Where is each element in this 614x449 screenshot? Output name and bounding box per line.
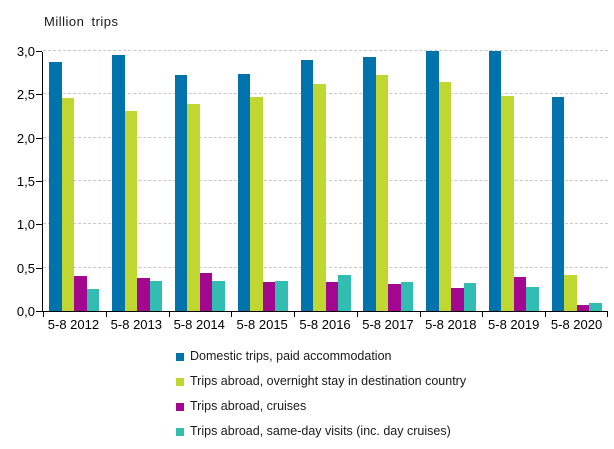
bar <box>338 275 351 311</box>
legend-item: Trips abroad, cruises <box>176 400 466 413</box>
x-axis-label: 5-8 2017 <box>362 317 414 332</box>
x-axis-tick <box>43 312 44 317</box>
bar-group <box>482 51 545 311</box>
bar <box>426 51 439 311</box>
bar <box>49 62 62 311</box>
bar <box>199 272 213 311</box>
bar <box>463 283 477 311</box>
legend-item: Trips abroad, overnight stay in destinat… <box>176 375 466 388</box>
y-axis-label: 1,0 <box>16 217 35 233</box>
bar <box>250 96 263 311</box>
bar <box>74 276 87 311</box>
legend-label: Trips abroad, overnight stay in destinat… <box>190 374 467 388</box>
bar <box>300 59 314 311</box>
bar-group <box>169 52 232 311</box>
x-axis-label: 5-8 2016 <box>299 317 351 332</box>
bar-group <box>420 51 483 311</box>
bar <box>325 282 339 311</box>
bar-group <box>545 52 608 311</box>
bar <box>589 303 602 311</box>
bar <box>86 289 100 311</box>
y-axis-label: 0,0 <box>16 304 35 319</box>
bar <box>61 97 75 311</box>
legend: Domestic trips, paid accommodation Trips … <box>176 350 466 438</box>
plot-area <box>42 50 608 317</box>
legend-label: Domestic trips, paid accommodation <box>190 349 392 363</box>
x-axis-labels: 5-8 2012 5-8 2013 5-8 2014 5-8 2015 5-8 2016… <box>42 317 608 332</box>
bar <box>564 274 577 311</box>
x-axis-tick <box>545 312 547 317</box>
bar <box>388 284 401 311</box>
bar <box>237 73 251 311</box>
x-axis-label: 5-8 2013 <box>110 317 162 332</box>
bar-group <box>357 52 420 311</box>
bar <box>363 57 376 311</box>
bar <box>501 96 514 311</box>
bar <box>576 304 590 311</box>
bar <box>137 278 150 311</box>
bar <box>451 287 464 311</box>
y-axis-label: 1,5 <box>16 174 35 189</box>
x-axis-tick <box>168 312 170 317</box>
bar <box>174 75 188 311</box>
y-axis-label: 0,5 <box>16 260 35 276</box>
bar-group <box>106 52 169 311</box>
bar <box>112 55 125 311</box>
bar <box>526 286 539 311</box>
y-axis-tick <box>36 137 42 139</box>
x-axis-tick <box>482 312 484 317</box>
legend-swatch-icon <box>176 402 184 411</box>
x-axis-label: 5-8 2012 <box>47 317 100 332</box>
legend-swatch-icon <box>176 352 184 361</box>
x-axis-tick <box>419 312 421 317</box>
bar-group <box>231 52 294 311</box>
y-axis-tick <box>36 94 42 96</box>
bar <box>187 103 200 311</box>
gridline <box>43 50 608 51</box>
bar <box>124 110 138 311</box>
bar <box>212 280 225 311</box>
bar <box>375 75 389 311</box>
y-axis-tick <box>36 51 42 52</box>
bar <box>438 82 452 311</box>
x-axis-label: 5-8 2015 <box>236 317 288 332</box>
x-axis-tick <box>105 312 107 317</box>
x-axis-tick <box>356 312 358 317</box>
y-axis-tick <box>36 267 42 269</box>
bar <box>313 83 326 311</box>
bar <box>513 277 527 311</box>
bar-group <box>43 52 106 311</box>
x-axis-label: 5-8 2018 <box>425 317 477 332</box>
bar <box>262 282 276 311</box>
legend-swatch-icon <box>176 427 184 436</box>
legend-label: Trips abroad, same-day visits (inc. day … <box>190 424 451 438</box>
bar-groups <box>43 51 608 311</box>
bar <box>275 280 288 311</box>
x-axis-tick <box>607 312 608 317</box>
bar <box>488 51 502 311</box>
bar <box>149 280 163 311</box>
x-axis-label: 5-8 2020 <box>550 317 603 332</box>
bar <box>551 96 565 311</box>
x-axis-label: 5-8 2019 <box>488 317 540 332</box>
x-axis-tick <box>231 312 233 317</box>
y-axis-tick <box>36 311 42 312</box>
bar <box>400 281 414 311</box>
y-axis-label: 3,0 <box>16 44 35 59</box>
x-axis-tick <box>294 312 296 317</box>
legend-item: Domestic trips, paid accommodation <box>176 350 466 363</box>
y-axis-label: 2,0 <box>16 130 35 146</box>
chart-title: Million trips <box>44 14 119 29</box>
y-axis-label: 2,5 <box>16 87 35 103</box>
y-axis-tick <box>36 181 42 182</box>
x-axis-label: 5-8 2014 <box>173 317 225 332</box>
legend-swatch-icon <box>176 377 184 386</box>
bar-group <box>294 52 357 311</box>
legend-label: Trips abroad, cruises <box>190 399 307 413</box>
legend-item: Trips abroad, same-day visits (inc. day … <box>176 425 466 438</box>
y-axis-tick <box>36 224 42 226</box>
